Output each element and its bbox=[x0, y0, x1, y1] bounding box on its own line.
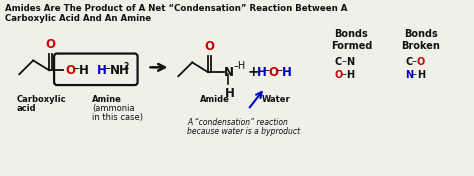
Text: O: O bbox=[46, 38, 55, 51]
Text: H: H bbox=[97, 64, 107, 77]
Text: A “condensation” reaction: A “condensation” reaction bbox=[187, 118, 288, 127]
Text: –: – bbox=[412, 56, 417, 66]
Text: because water is a byproduct: because water is a byproduct bbox=[187, 127, 301, 136]
Text: C: C bbox=[335, 57, 342, 67]
Text: C: C bbox=[405, 57, 412, 67]
Text: H: H bbox=[225, 87, 235, 100]
Text: +: + bbox=[248, 65, 260, 79]
Text: Amine: Amine bbox=[92, 95, 122, 104]
Text: acid: acid bbox=[16, 104, 36, 113]
Text: –: – bbox=[73, 62, 79, 75]
Text: –: – bbox=[412, 69, 417, 79]
Text: Amide: Amide bbox=[200, 95, 230, 104]
Text: Water: Water bbox=[262, 95, 291, 104]
Text: –: – bbox=[105, 62, 110, 75]
Text: 2: 2 bbox=[124, 62, 129, 71]
Text: O: O bbox=[65, 64, 75, 77]
Text: N: N bbox=[405, 70, 413, 80]
Text: –: – bbox=[341, 56, 346, 66]
Text: O: O bbox=[335, 70, 343, 80]
Text: (ammonia: (ammonia bbox=[92, 104, 135, 113]
Text: NH: NH bbox=[110, 64, 129, 77]
Text: O: O bbox=[417, 57, 425, 67]
Text: –: – bbox=[264, 64, 270, 77]
Text: Bonds
Formed: Bonds Formed bbox=[331, 29, 372, 51]
Text: N: N bbox=[224, 66, 234, 79]
Text: –: – bbox=[277, 64, 283, 77]
Text: O: O bbox=[269, 66, 279, 79]
Text: Carboxylic Acid And An Amine: Carboxylic Acid And An Amine bbox=[5, 14, 152, 23]
Text: H: H bbox=[417, 70, 425, 80]
Text: N: N bbox=[346, 57, 355, 67]
Text: O: O bbox=[204, 40, 214, 53]
Text: –H: –H bbox=[233, 61, 245, 71]
Text: H: H bbox=[257, 66, 267, 79]
Text: H: H bbox=[282, 66, 292, 79]
Text: Bonds
Broken: Bonds Broken bbox=[401, 29, 440, 51]
Text: Amides Are The Product of A Net “Condensation” Reaction Between A: Amides Are The Product of A Net “Condens… bbox=[5, 4, 348, 13]
Text: H: H bbox=[346, 70, 355, 80]
Text: Carboxylic: Carboxylic bbox=[16, 95, 66, 104]
Text: in this case): in this case) bbox=[92, 113, 143, 122]
Text: H: H bbox=[79, 64, 89, 77]
Text: –: – bbox=[341, 69, 346, 79]
